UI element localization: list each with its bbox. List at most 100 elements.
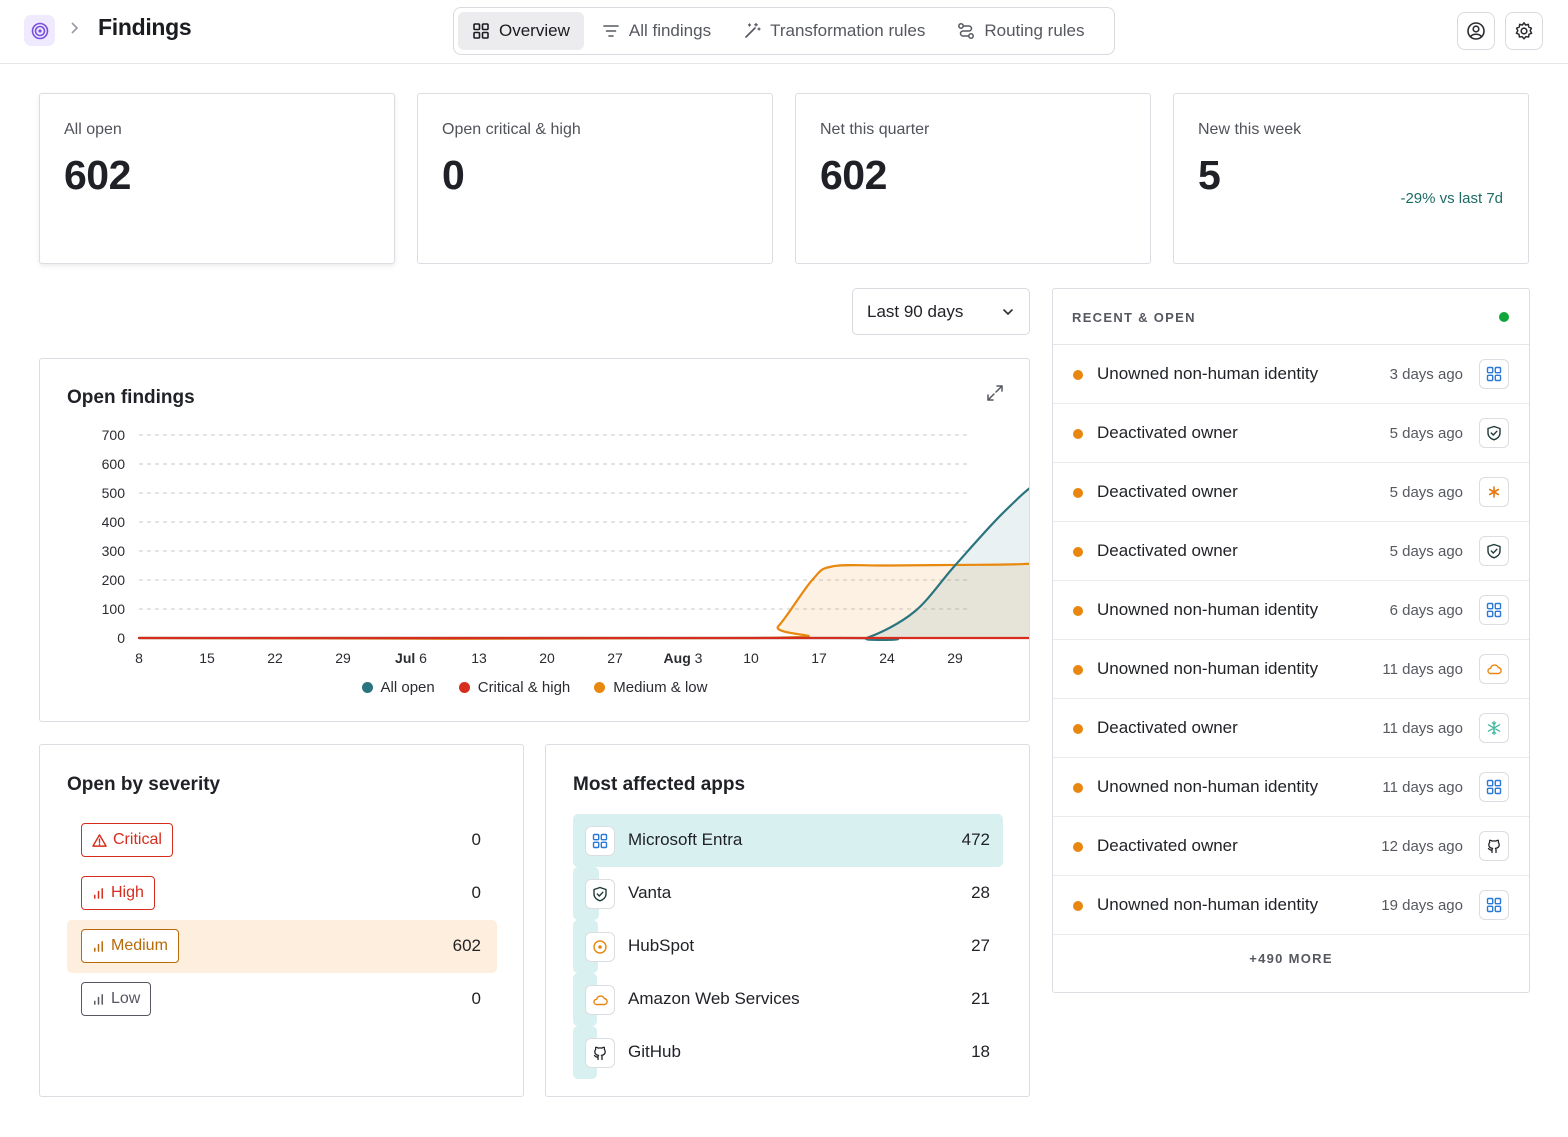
tab-routing-rules-label: Routing rules bbox=[984, 21, 1085, 40]
recent-item-time: 12 days ago bbox=[1381, 838, 1463, 855]
recent-item[interactable]: Unowned non-human identity 11 days ago bbox=[1053, 758, 1529, 817]
account-button[interactable] bbox=[1457, 12, 1495, 50]
x-tick-label: Aug 3 bbox=[664, 650, 703, 666]
x-tick-label: 17 bbox=[811, 650, 827, 666]
severity-label: Low bbox=[111, 990, 141, 1007]
stat-value: 0 bbox=[442, 152, 465, 198]
severity-row-critical[interactable]: Critical 0 bbox=[67, 814, 497, 867]
expand-icon bbox=[987, 385, 1003, 401]
recent-open-panel: RECENT & OPEN Unowned non-human identity… bbox=[1052, 288, 1530, 993]
severity-count: 0 bbox=[471, 883, 481, 902]
recent-item[interactable]: Unowned non-human identity 19 days ago bbox=[1053, 876, 1529, 935]
stat-value: 602 bbox=[820, 152, 887, 198]
series-area bbox=[139, 563, 1029, 639]
tab-overview[interactable]: Overview bbox=[458, 12, 584, 50]
severity-count: 0 bbox=[471, 989, 481, 1008]
recent-item[interactable]: Deactivated owner 11 days ago bbox=[1053, 699, 1529, 758]
legend-critical-high[interactable]: Critical & high bbox=[458, 679, 570, 696]
tab-transformation-rules[interactable]: Transformation rules bbox=[729, 12, 939, 50]
expand-chart-button[interactable] bbox=[985, 383, 1005, 408]
recent-item-title: Unowned non-human identity bbox=[1097, 600, 1319, 619]
recent-item-title: Deactivated owner bbox=[1097, 482, 1238, 501]
app-logo[interactable] bbox=[24, 15, 55, 46]
recent-item[interactable]: Deactivated owner 5 days ago bbox=[1053, 463, 1529, 522]
app-row-aws[interactable]: Amazon Web Services 21 bbox=[573, 973, 1003, 1026]
view-tabs: Overview All findings Transformation rul… bbox=[453, 7, 1115, 55]
severity-title: Open by severity bbox=[67, 774, 221, 795]
tab-all-findings[interactable]: All findings bbox=[588, 12, 725, 50]
top-bar: Findings Overview All findings Transform… bbox=[0, 0, 1568, 64]
severity-row-medium[interactable]: Medium 602 bbox=[67, 920, 497, 973]
live-status-indicator bbox=[1499, 312, 1509, 322]
stat-delta: -29% vs last 7d bbox=[1400, 190, 1503, 207]
app-name: Vanta bbox=[628, 883, 672, 902]
app-name: HubSpot bbox=[628, 936, 695, 955]
github-icon bbox=[1479, 831, 1509, 861]
open-findings-card: Open findings 0 100 200 300 400 500 600 700 8 15 2… bbox=[39, 358, 1030, 722]
date-range-select[interactable]: Last 90 days bbox=[852, 288, 1030, 335]
recent-item[interactable]: Unowned non-human identity 3 days ago bbox=[1053, 345, 1529, 404]
severity-count: 0 bbox=[471, 830, 481, 849]
recent-item-time: 5 days ago bbox=[1389, 484, 1463, 501]
app-row-vanta[interactable]: Vanta 28 bbox=[573, 867, 1003, 920]
app-row-hubspot[interactable]: HubSpot 27 bbox=[573, 920, 1003, 973]
route-icon bbox=[958, 23, 975, 39]
y-tick-label: 400 bbox=[102, 514, 126, 530]
medium-severity-dot bbox=[1073, 547, 1083, 557]
recent-item-time: 11 days ago bbox=[1382, 720, 1463, 737]
breadcrumb-chevron-icon bbox=[69, 21, 79, 40]
legend-medium-low[interactable]: Medium & low bbox=[594, 679, 707, 696]
legend-label: All open bbox=[380, 679, 435, 696]
stat-label: Open critical & high bbox=[442, 121, 581, 138]
recent-item[interactable]: Unowned non-human identity 11 days ago bbox=[1053, 640, 1529, 699]
recent-item[interactable]: Unowned non-human identity 6 days ago bbox=[1053, 581, 1529, 640]
app-row-microsoft-entra[interactable]: Microsoft Entra 472 bbox=[573, 814, 1003, 867]
microsoft-entra-icon bbox=[1479, 359, 1509, 389]
signal-bars-icon bbox=[94, 887, 103, 899]
grid-icon bbox=[473, 23, 489, 39]
recent-item-title: Unowned non-human identity bbox=[1097, 777, 1319, 796]
recent-item-title: Unowned non-human identity bbox=[1097, 895, 1319, 914]
severity-row-high[interactable]: High 0 bbox=[67, 867, 497, 920]
recent-item-time: 11 days ago bbox=[1382, 661, 1463, 678]
magic-wand-icon bbox=[745, 22, 761, 38]
severity-badge-low: Low bbox=[81, 982, 152, 1016]
legend-all-open[interactable]: All open bbox=[361, 679, 435, 696]
tab-transformation-rules-label: Transformation rules bbox=[770, 21, 926, 40]
y-tick-label: 600 bbox=[102, 456, 126, 472]
x-tick-label: Jul 6 bbox=[395, 650, 427, 666]
x-tick-label: 20 bbox=[539, 650, 555, 666]
settings-button[interactable] bbox=[1505, 12, 1543, 50]
severity-label: Medium bbox=[111, 937, 168, 954]
recent-item-title: Deactivated owner bbox=[1097, 836, 1238, 855]
user-circle-icon bbox=[1467, 22, 1485, 40]
warning-triangle-icon bbox=[92, 833, 107, 847]
x-tick-label: 29 bbox=[947, 650, 963, 666]
hubspot-icon bbox=[593, 940, 607, 954]
x-tick-label: 8 bbox=[135, 650, 143, 666]
app-name: Microsoft Entra bbox=[628, 830, 743, 849]
recent-item[interactable]: Deactivated owner 12 days ago bbox=[1053, 817, 1529, 876]
y-tick-label: 100 bbox=[102, 601, 126, 617]
app-count: 472 bbox=[961, 830, 990, 849]
filter-lines-icon bbox=[603, 25, 619, 37]
recent-item[interactable]: Deactivated owner 5 days ago bbox=[1053, 522, 1529, 581]
recent-item[interactable]: Deactivated owner 5 days ago bbox=[1053, 404, 1529, 463]
app-row-github[interactable]: GitHub 18 bbox=[573, 1026, 1003, 1079]
medium-severity-dot bbox=[1073, 842, 1083, 852]
x-tick-label: 29 bbox=[335, 650, 351, 666]
open-findings-title: Open findings bbox=[67, 387, 195, 408]
severity-card: Open by severity Critical 0 High 0 Mediu… bbox=[39, 744, 524, 1097]
tab-routing-rules[interactable]: Routing rules bbox=[943, 12, 1098, 50]
recent-item-title: Deactivated owner bbox=[1097, 423, 1238, 442]
legend-label: Medium & low bbox=[613, 679, 708, 696]
x-tick-label: 15 bbox=[199, 650, 215, 666]
show-more-link[interactable]: +490 MORE bbox=[1249, 951, 1333, 966]
microsoft-entra-icon bbox=[592, 833, 608, 849]
github-icon bbox=[593, 1046, 606, 1061]
severity-row-low[interactable]: Low 0 bbox=[67, 973, 497, 1026]
recent-title: RECENT & OPEN bbox=[1072, 310, 1196, 325]
app-count: 21 bbox=[971, 989, 990, 1008]
legend-swatch bbox=[361, 682, 373, 693]
stat-card-net-quarter: Net this quarter 602 bbox=[795, 93, 1151, 264]
